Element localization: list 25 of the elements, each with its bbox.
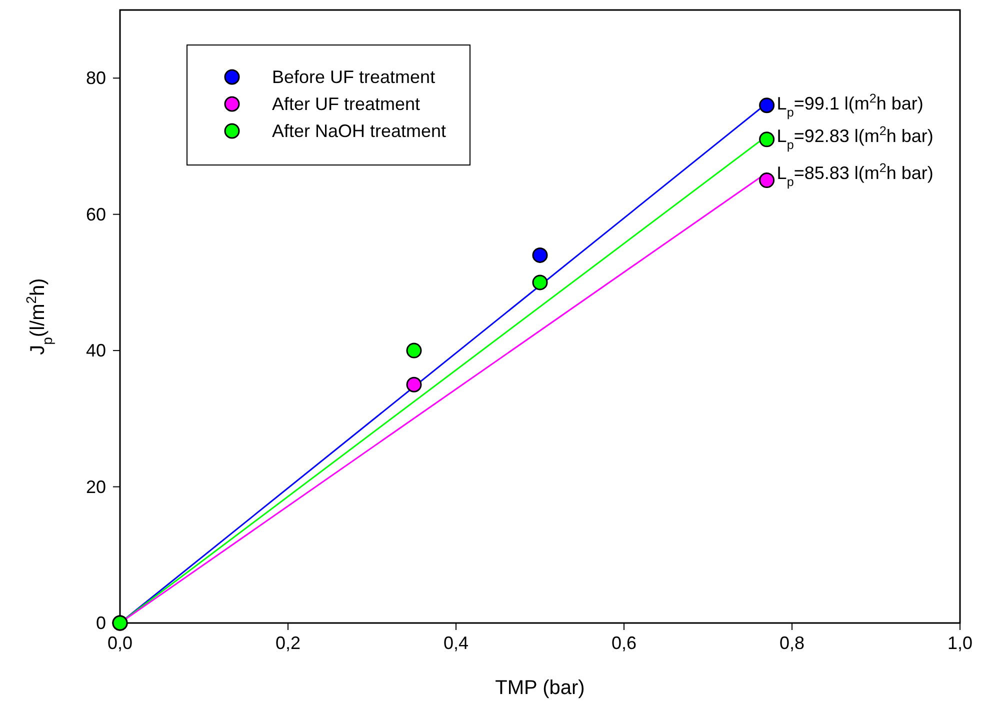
x-axis-title: TMP (bar) — [495, 677, 585, 699]
point — [759, 98, 775, 114]
point — [759, 132, 775, 148]
annotation: L$_{p}$=85.83 l(m$^{2}$h bar) — [776, 160, 934, 189]
x-tick-label: 0,8 — [779, 633, 805, 653]
point — [759, 172, 775, 188]
x-tick-label: 0,2 — [275, 633, 301, 653]
point — [406, 376, 422, 392]
point — [532, 274, 548, 290]
legend-label: After NaOH treatment — [272, 121, 446, 141]
y-tick-label: 60 — [86, 204, 106, 224]
y-tick-label: 40 — [86, 340, 106, 361]
annotation: L$_{p}$=99.1 l(m$^{2}$h bar) — [776, 91, 924, 120]
legend-label: Before UF treatment — [272, 67, 436, 87]
point — [406, 342, 422, 358]
x-tick-label: 1,0 — [947, 633, 973, 653]
y-tick-label: 0 — [96, 613, 106, 633]
x-tick-label: 0,0 — [107, 633, 133, 653]
x-tick-label: 0,4 — [443, 633, 469, 653]
y-tick-label: 80 — [86, 68, 106, 88]
point — [532, 247, 548, 263]
y-tick-label: 20 — [86, 476, 106, 497]
legend-label: After UF treatment — [272, 94, 420, 114]
annotation: L$_{p}$=92.83 l(m$^{2}$h bar) — [776, 124, 934, 152]
x-tick-label: 0,6 — [611, 633, 637, 653]
